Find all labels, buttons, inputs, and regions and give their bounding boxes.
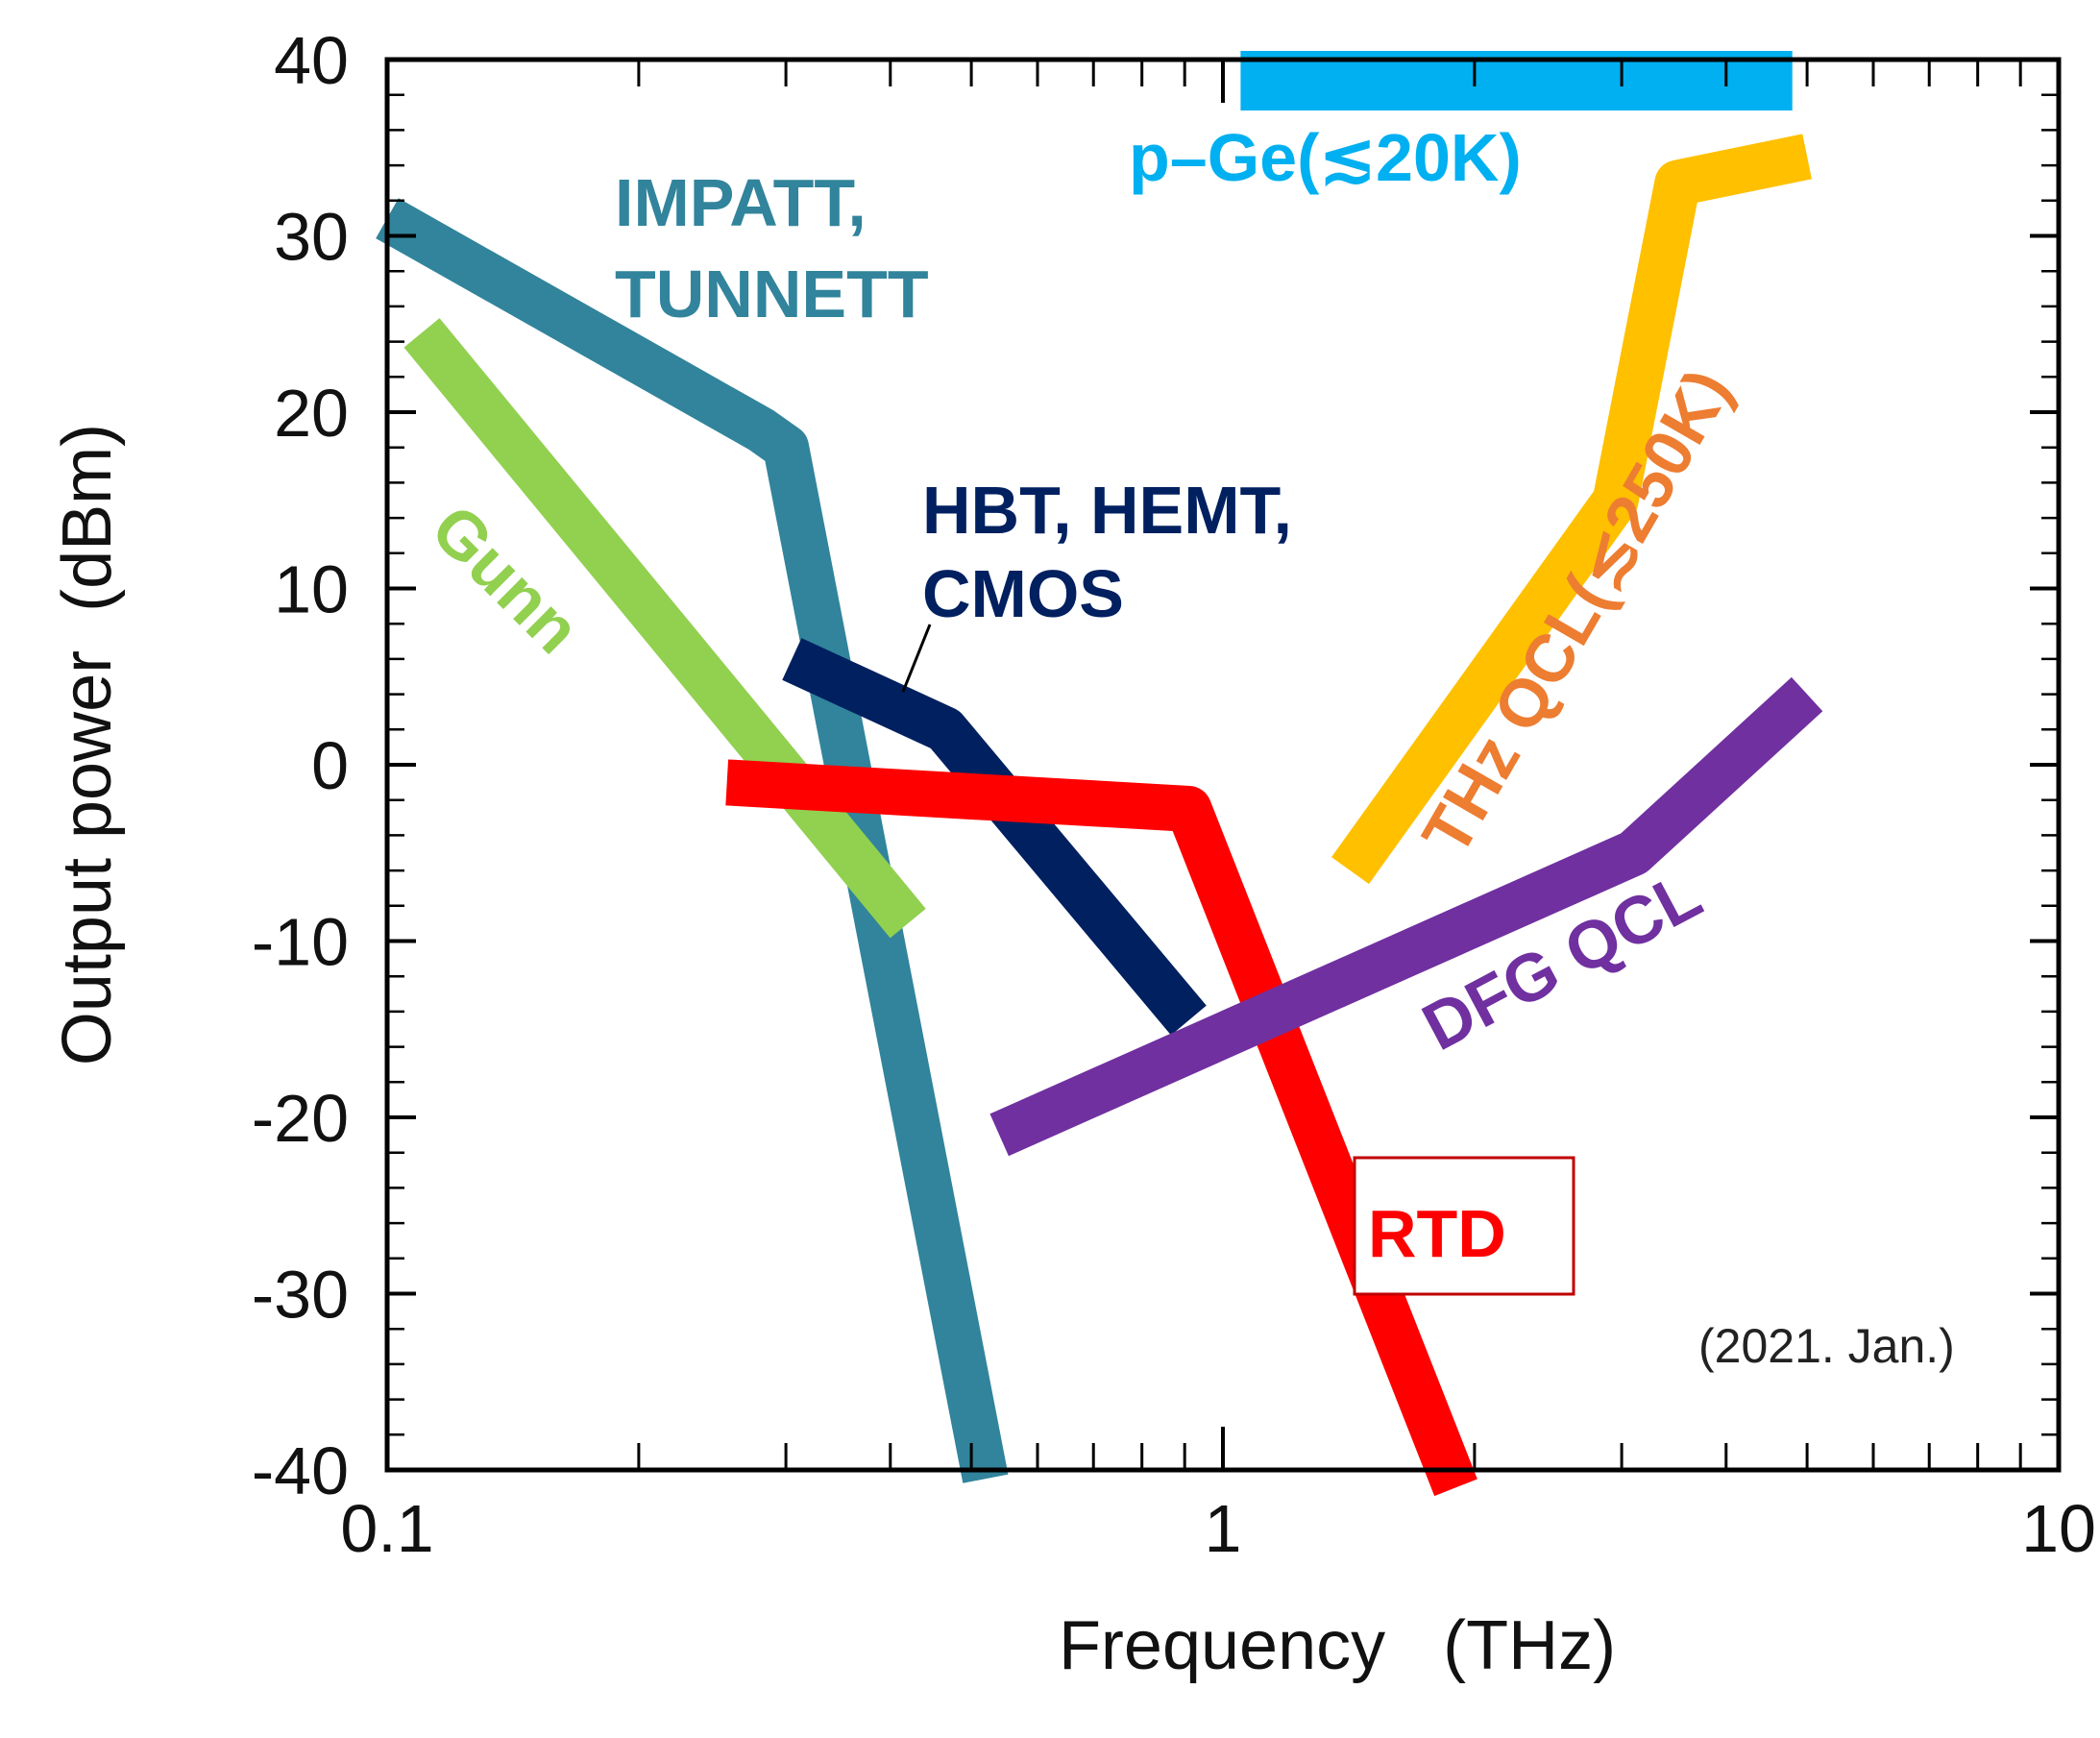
y-tick-label: 40 [274, 23, 349, 98]
x-tick-label: 1 [1205, 1491, 1242, 1566]
label-hbt-line1: HBT, HEMT, [922, 473, 1292, 548]
label-hbt-line2: CMOS [922, 556, 1124, 631]
label-impatt-line2: TUNNETT [615, 257, 929, 331]
y-tick-label: 10 [274, 552, 349, 627]
label-rtd: RTD [1368, 1196, 1506, 1271]
y-tick-label: -20 [252, 1081, 349, 1156]
x-axis-title: Frequency (THz) [1059, 1607, 1616, 1684]
series-line-1 [376, 198, 1009, 1483]
label-pge: p–Ge(≲20K) [1129, 120, 1522, 195]
y-tick-label: -40 [252, 1433, 349, 1508]
label-impatt-line1: IMPATT, [615, 165, 867, 240]
y-axis-title: Output power (dBm) [49, 424, 126, 1065]
rtd-label-box [1353, 1156, 1575, 1296]
series-line-3 [782, 638, 1207, 1036]
x-tick-label: 0.1 [340, 1491, 433, 1566]
tick-layer: 0.1 1 10 40 30 20 10 0 -10 -20 -30 -40 [252, 23, 2096, 1566]
hbt-leader-line [901, 624, 932, 693]
series-layer [376, 51, 1823, 1497]
y-tick-label: 20 [274, 376, 349, 451]
y-tick-label: -30 [252, 1258, 349, 1333]
series-line-5 [989, 676, 1823, 1157]
series-line-6 [1331, 134, 1812, 885]
y-tick-label: 0 [311, 728, 349, 803]
y-tick-label: -10 [252, 905, 349, 980]
y-tick-label: 30 [274, 200, 349, 275]
date-annotation: (2021. Jan.) [1698, 1319, 1955, 1373]
series-line-2 [403, 318, 926, 939]
x-tick-label: 10 [2021, 1491, 2096, 1566]
